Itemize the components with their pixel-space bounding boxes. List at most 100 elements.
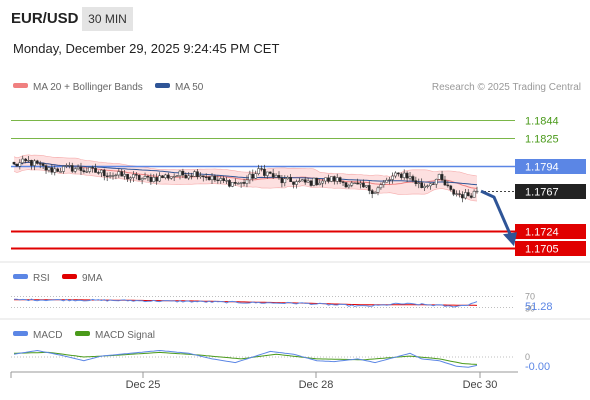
candle bbox=[399, 172, 403, 180]
candle bbox=[59, 167, 62, 173]
candle bbox=[402, 169, 406, 180]
candle-body bbox=[181, 170, 185, 176]
timeframe-badge[interactable]: 30 MIN bbox=[82, 7, 133, 31]
candle bbox=[190, 172, 193, 180]
candle-body bbox=[257, 168, 260, 174]
candle-body bbox=[382, 181, 386, 185]
candle bbox=[469, 193, 473, 199]
candle-body bbox=[306, 180, 310, 183]
candle-body bbox=[216, 179, 220, 182]
rsi-level-30-label: 30 bbox=[525, 304, 535, 314]
candle-body bbox=[30, 159, 33, 166]
support-label-bg bbox=[515, 241, 586, 256]
legend-swatch-bollinger bbox=[13, 83, 28, 88]
candle-body bbox=[466, 192, 470, 197]
candle bbox=[330, 176, 333, 183]
candle-body bbox=[315, 177, 319, 186]
candle bbox=[187, 172, 191, 181]
candle-body bbox=[344, 182, 348, 188]
candle-body bbox=[385, 179, 389, 183]
candle-body bbox=[271, 173, 275, 178]
candle bbox=[405, 171, 409, 182]
candle-body bbox=[391, 175, 394, 180]
candle-body bbox=[164, 174, 167, 179]
candle-body bbox=[213, 175, 217, 181]
candle bbox=[97, 170, 100, 175]
candle bbox=[335, 173, 339, 185]
candle bbox=[216, 175, 220, 184]
candle bbox=[341, 180, 345, 187]
candle-body bbox=[70, 165, 74, 172]
candle-body bbox=[312, 177, 316, 186]
ma20-line bbox=[13, 161, 478, 189]
candle-body bbox=[140, 178, 144, 181]
candle bbox=[440, 170, 444, 182]
candle bbox=[461, 191, 464, 203]
candle-body bbox=[62, 166, 65, 172]
candle-body bbox=[452, 189, 456, 195]
candle bbox=[143, 172, 147, 180]
candle bbox=[382, 180, 386, 188]
candle-body bbox=[472, 191, 476, 198]
ma50-line bbox=[13, 161, 478, 186]
symbol-title: EUR/USD bbox=[11, 10, 79, 27]
support-label: 1.1724 bbox=[525, 227, 559, 239]
candle-body bbox=[152, 177, 156, 182]
candle bbox=[455, 190, 458, 197]
candle-body bbox=[268, 171, 272, 174]
candle bbox=[452, 188, 456, 197]
candle-body bbox=[394, 172, 397, 177]
candle bbox=[146, 174, 150, 182]
candle bbox=[105, 172, 109, 182]
candle-body bbox=[469, 195, 473, 198]
candle-body bbox=[431, 183, 435, 185]
candle-body bbox=[231, 182, 234, 187]
candle-body bbox=[260, 168, 263, 170]
candle bbox=[362, 179, 365, 188]
candle bbox=[370, 188, 374, 199]
candle bbox=[356, 178, 359, 185]
candle-body bbox=[12, 161, 16, 165]
x-axis: Dec 25 Dec 28 Dec 30 bbox=[10, 372, 497, 391]
candle-body bbox=[65, 165, 68, 167]
price-levels: 1.1844 1.1825 1.1794 1.1767 1.1724 1.1705 bbox=[11, 116, 586, 256]
candle-body bbox=[56, 168, 60, 172]
candle bbox=[65, 163, 68, 169]
candle bbox=[166, 172, 170, 181]
candle bbox=[164, 173, 167, 180]
candle bbox=[429, 183, 432, 190]
candle bbox=[431, 182, 435, 185]
candle-body bbox=[190, 175, 193, 177]
candle-body bbox=[254, 173, 258, 179]
candle-body bbox=[166, 174, 170, 179]
candle-body bbox=[321, 180, 325, 184]
candle bbox=[277, 171, 281, 180]
candle-body bbox=[33, 160, 36, 166]
candle bbox=[315, 177, 319, 187]
candle bbox=[376, 186, 380, 196]
candle bbox=[126, 173, 129, 183]
candle-body bbox=[175, 175, 179, 177]
candle-body bbox=[286, 177, 290, 180]
candle bbox=[292, 181, 295, 189]
candle bbox=[411, 174, 415, 183]
candle bbox=[114, 173, 118, 180]
candle bbox=[245, 175, 249, 188]
candle-body bbox=[236, 183, 240, 185]
candle bbox=[18, 159, 22, 170]
candle bbox=[347, 183, 351, 189]
legend-label-rsi: RSI bbox=[33, 273, 50, 284]
candle bbox=[56, 167, 60, 173]
candle-body bbox=[364, 185, 368, 188]
candle-body bbox=[15, 163, 19, 167]
candle-body bbox=[44, 165, 48, 171]
candle bbox=[318, 179, 322, 186]
candle-body bbox=[458, 193, 461, 195]
candle-body bbox=[18, 162, 22, 167]
candle bbox=[35, 159, 39, 165]
candle-body bbox=[292, 181, 295, 185]
candle bbox=[30, 159, 33, 170]
candle bbox=[324, 177, 327, 185]
candle bbox=[251, 169, 255, 182]
candle bbox=[117, 168, 121, 178]
